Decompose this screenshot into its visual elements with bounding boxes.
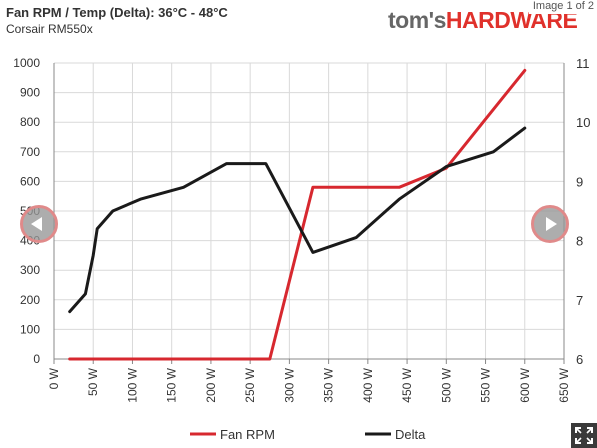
- y-left-tick-label: 900: [20, 86, 40, 100]
- expand-icon: [575, 427, 593, 444]
- previous-image-button[interactable]: [20, 205, 58, 243]
- y-left-tick-label: 200: [20, 293, 40, 307]
- x-tick-label: 250 W: [243, 367, 257, 402]
- x-tick-label: 450 W: [400, 367, 414, 402]
- y-right-tick-label: 9: [576, 174, 583, 189]
- x-tick-label: 650 W: [557, 367, 571, 402]
- y-left-tick-label: 700: [20, 145, 40, 159]
- chart-title: Fan RPM / Temp (Delta): 36°C - 48°C: [6, 5, 228, 20]
- next-image-button[interactable]: [531, 205, 569, 243]
- series-line-delta: [68, 126, 527, 314]
- y-left-tick-label: 1000: [13, 56, 40, 70]
- y-right-tick-label: 7: [576, 293, 583, 308]
- image-counter: Image 1 of 2: [528, 0, 597, 14]
- y-left-tick-label: 300: [20, 263, 40, 277]
- series-line-fan-rpm: [68, 68, 527, 361]
- x-tick-label: 500 W: [439, 367, 453, 402]
- y-right-tick-label: 8: [576, 234, 583, 249]
- y-left-tick-label: 600: [20, 174, 40, 188]
- chart-subtitle: Corsair RM550x: [6, 22, 93, 36]
- y-right-tick-label: 10: [576, 115, 590, 130]
- title-block: Fan RPM / Temp (Delta): 36°C - 48°C Cors…: [6, 5, 228, 37]
- y-right-tick-label: 6: [576, 352, 583, 367]
- y-left-tick-label: 0: [33, 352, 40, 366]
- y-left-tick-label: 100: [20, 322, 40, 336]
- y-left-tick-label: 800: [20, 115, 40, 129]
- legend-label-delta: Delta: [395, 427, 426, 442]
- logo-text-toms: tom's: [388, 7, 446, 33]
- chevron-right-icon: [546, 217, 557, 231]
- legend-label-fan-rpm: Fan RPM: [220, 427, 275, 442]
- x-tick-label: 400 W: [361, 367, 375, 402]
- x-tick-label: 0 W: [47, 367, 61, 389]
- x-tick-label: 300 W: [282, 367, 296, 402]
- x-tick-label: 550 W: [479, 367, 493, 402]
- x-tick-label: 600 W: [518, 367, 532, 402]
- x-tick-label: 150 W: [165, 367, 179, 402]
- fullscreen-button[interactable]: [571, 423, 597, 448]
- y-right-tick-label: 11: [576, 56, 590, 71]
- x-tick-label: 350 W: [322, 367, 336, 402]
- x-tick-label: 50 W: [86, 367, 100, 396]
- chevron-left-icon: [31, 217, 42, 231]
- x-tick-label: 200 W: [204, 367, 218, 402]
- x-tick-label: 100 W: [125, 367, 139, 402]
